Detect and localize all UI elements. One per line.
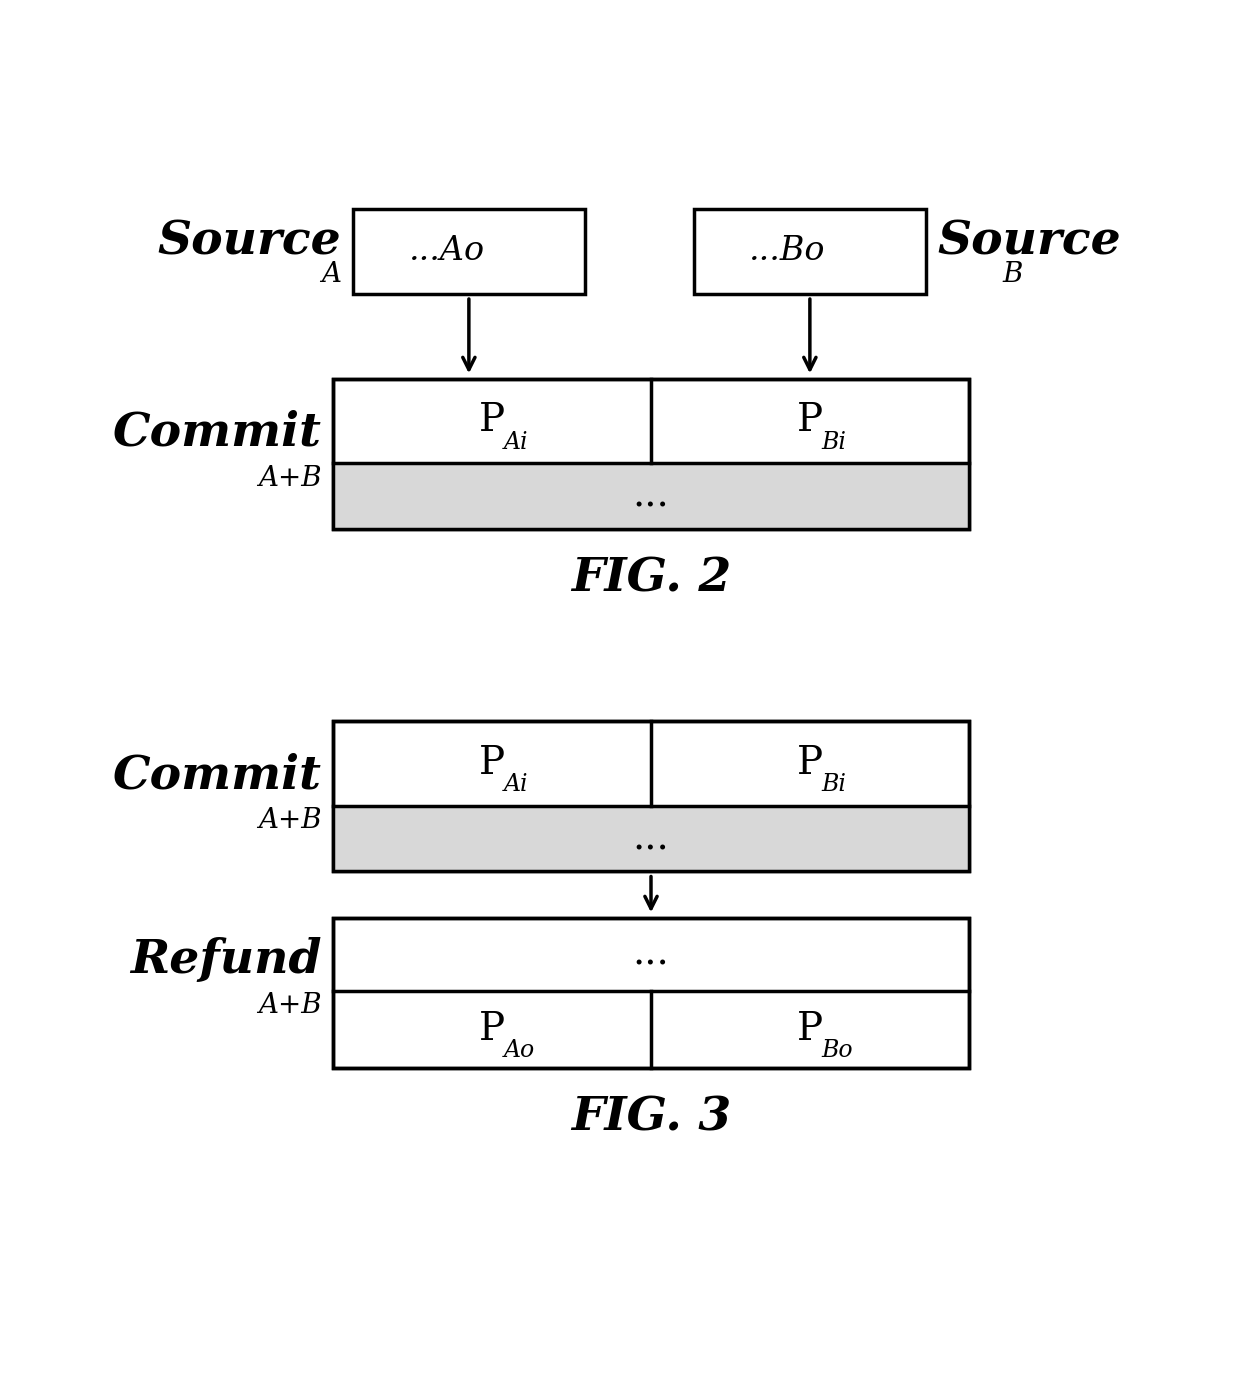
Text: Ai: Ai — [503, 431, 528, 453]
Bar — [334, 917, 968, 1068]
Text: Source: Source — [157, 218, 341, 264]
Text: FIG. 2: FIG. 2 — [570, 556, 732, 602]
Bar — [693, 208, 926, 293]
Bar — [334, 463, 968, 528]
Text: P: P — [797, 745, 823, 783]
Text: Bi: Bi — [822, 773, 847, 796]
Bar — [334, 721, 968, 872]
Bar — [334, 721, 968, 872]
Text: ...: ... — [632, 820, 670, 858]
Text: Ai: Ai — [503, 773, 528, 796]
Text: A+B: A+B — [258, 808, 321, 834]
Text: Commit: Commit — [113, 410, 321, 456]
Text: P: P — [479, 402, 505, 439]
Text: Ao: Ao — [503, 1038, 536, 1062]
Text: A+B: A+B — [258, 992, 321, 1019]
Bar — [334, 917, 968, 1068]
Text: P: P — [479, 1011, 505, 1048]
Text: P: P — [479, 745, 505, 783]
Text: Bo: Bo — [822, 1038, 853, 1062]
Bar — [334, 806, 968, 872]
Text: P: P — [797, 1011, 823, 1048]
Text: A+B: A+B — [258, 464, 321, 492]
Text: Refund: Refund — [130, 937, 321, 983]
Bar — [334, 917, 968, 991]
Text: Bi: Bi — [822, 431, 847, 453]
Text: ...Ao: ...Ao — [408, 235, 484, 267]
Text: FIG. 3: FIG. 3 — [570, 1095, 732, 1141]
Bar — [334, 378, 968, 528]
Text: ...: ... — [632, 478, 670, 514]
Bar — [334, 378, 968, 528]
Bar — [352, 208, 585, 293]
Text: A: A — [321, 261, 341, 288]
Text: ...: ... — [632, 935, 670, 973]
Text: Source: Source — [937, 218, 1121, 264]
Text: Commit: Commit — [113, 752, 321, 798]
Text: ...Bo: ...Bo — [749, 235, 825, 267]
Text: B: B — [1003, 261, 1023, 288]
Text: P: P — [797, 402, 823, 439]
